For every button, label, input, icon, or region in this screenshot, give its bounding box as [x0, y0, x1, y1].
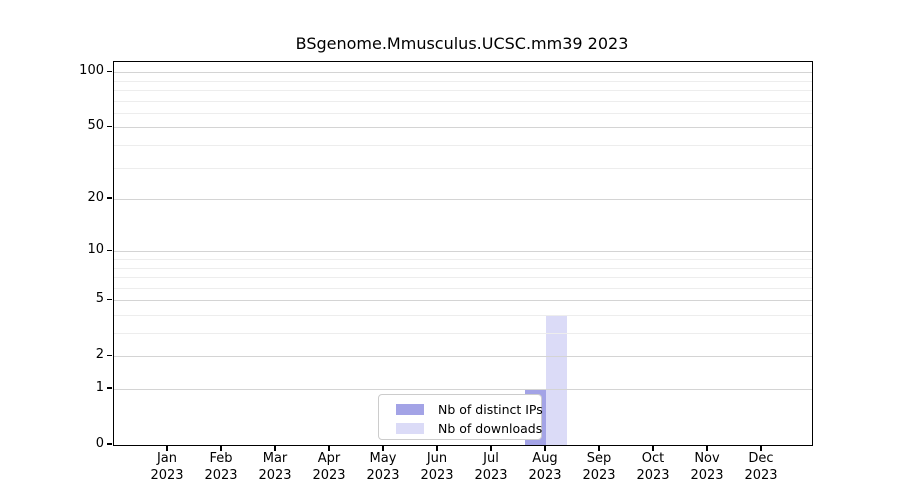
- minor-gridline-8: [114, 267, 812, 269]
- x-tick-mark-jan: [166, 445, 168, 451]
- x-tick-mark-mar: [274, 445, 276, 451]
- minor-gridline-90: [114, 80, 812, 82]
- y-tick-label-50: 50: [87, 118, 104, 134]
- x-tick-mark-apr: [328, 445, 330, 451]
- minor-gridline-40: [114, 145, 812, 146]
- y-tick-mark-100: [107, 70, 112, 72]
- x-tick-label-jun: Jun 2023: [420, 451, 454, 483]
- minor-gridline-70: [114, 100, 812, 102]
- x-tick-label-apr: Apr 2023: [312, 451, 346, 483]
- y-tick-label-10: 10: [87, 242, 104, 258]
- y-tick-mark-2: [107, 354, 112, 356]
- legend-swatch-distinct-ips-icon: [396, 404, 424, 415]
- x-tick-mark-dec: [760, 445, 762, 451]
- major-gridline-2: [114, 356, 812, 358]
- x-tick-label-may: May 2023: [366, 451, 400, 483]
- x-tick-mark-jun: [436, 445, 438, 451]
- x-tick-label-jan: Jan 2023: [150, 451, 184, 483]
- y-tick-label-0: 0: [95, 436, 104, 451]
- y-tick-label-1: 1: [95, 380, 104, 395]
- major-gridline-10: [114, 251, 812, 253]
- y-tick-label-5: 5: [95, 291, 104, 307]
- y-tick-mark-0: [107, 443, 112, 445]
- legend: Nb of distinct IPs Nb of downloads: [378, 394, 543, 440]
- y-tick-mark-20: [107, 197, 112, 199]
- minor-gridline-3: [114, 333, 812, 334]
- legend-swatch-downloads-icon: [396, 423, 424, 434]
- major-gridline-50: [114, 127, 812, 129]
- y-tick-mark-5: [107, 298, 112, 300]
- x-tick-mark-oct: [652, 445, 654, 451]
- y-tick-label-100: 100: [79, 63, 104, 79]
- minor-gridline-80: [114, 90, 812, 91]
- x-tick-mark-sep: [598, 445, 600, 451]
- x-tick-label-sep: Sep 2023: [582, 451, 616, 483]
- bar-aug-downloads: [546, 315, 567, 445]
- x-tick-label-feb: Feb 2023: [204, 451, 238, 483]
- minor-gridline-4: [114, 315, 812, 316]
- x-tick-label-mar: Mar 2023: [258, 451, 292, 483]
- minor-gridline-60: [114, 112, 812, 114]
- minor-gridline-9: [114, 259, 812, 260]
- y-tick-mark-50: [107, 125, 112, 128]
- x-tick-mark-may: [382, 445, 384, 451]
- x-tick-mark-feb: [220, 445, 222, 451]
- major-gridline-20: [114, 199, 812, 201]
- minor-gridline-30: [114, 167, 812, 169]
- minor-gridline-6: [114, 287, 812, 289]
- minor-gridline-7: [114, 277, 812, 278]
- x-tick-label-nov: Nov 2023: [690, 451, 724, 483]
- plot-area: Nb of distinct IPs Nb of downloads: [113, 61, 813, 446]
- x-tick-label-jul: Jul 2023: [474, 451, 508, 483]
- legend-item-distinct-ips: Nb of distinct IPs: [379, 400, 543, 419]
- chart-title: BSgenome.Mmusculus.UCSC.mm39 2023: [295, 34, 629, 53]
- major-gridline-100: [114, 72, 812, 74]
- y-tick-label-2: 2: [95, 347, 104, 363]
- major-gridline-5: [114, 300, 812, 302]
- legend-item-downloads: Nb of downloads: [379, 419, 543, 438]
- x-tick-mark-aug: [544, 445, 546, 451]
- legend-label-distinct-ips: Nb of distinct IPs: [438, 402, 543, 417]
- x-tick-label-aug: Aug 2023: [528, 451, 562, 483]
- x-tick-mark-nov: [706, 445, 708, 451]
- y-tick-mark-1: [107, 387, 112, 389]
- legend-label-downloads: Nb of downloads: [438, 421, 543, 436]
- x-tick-label-dec: Dec 2023: [744, 451, 778, 483]
- x-tick-label-oct: Oct 2023: [636, 451, 670, 483]
- x-tick-mark-jul: [490, 445, 492, 451]
- y-tick-label-20: 20: [87, 190, 104, 206]
- major-gridline-1: [114, 389, 812, 390]
- y-tick-mark-10: [107, 249, 112, 251]
